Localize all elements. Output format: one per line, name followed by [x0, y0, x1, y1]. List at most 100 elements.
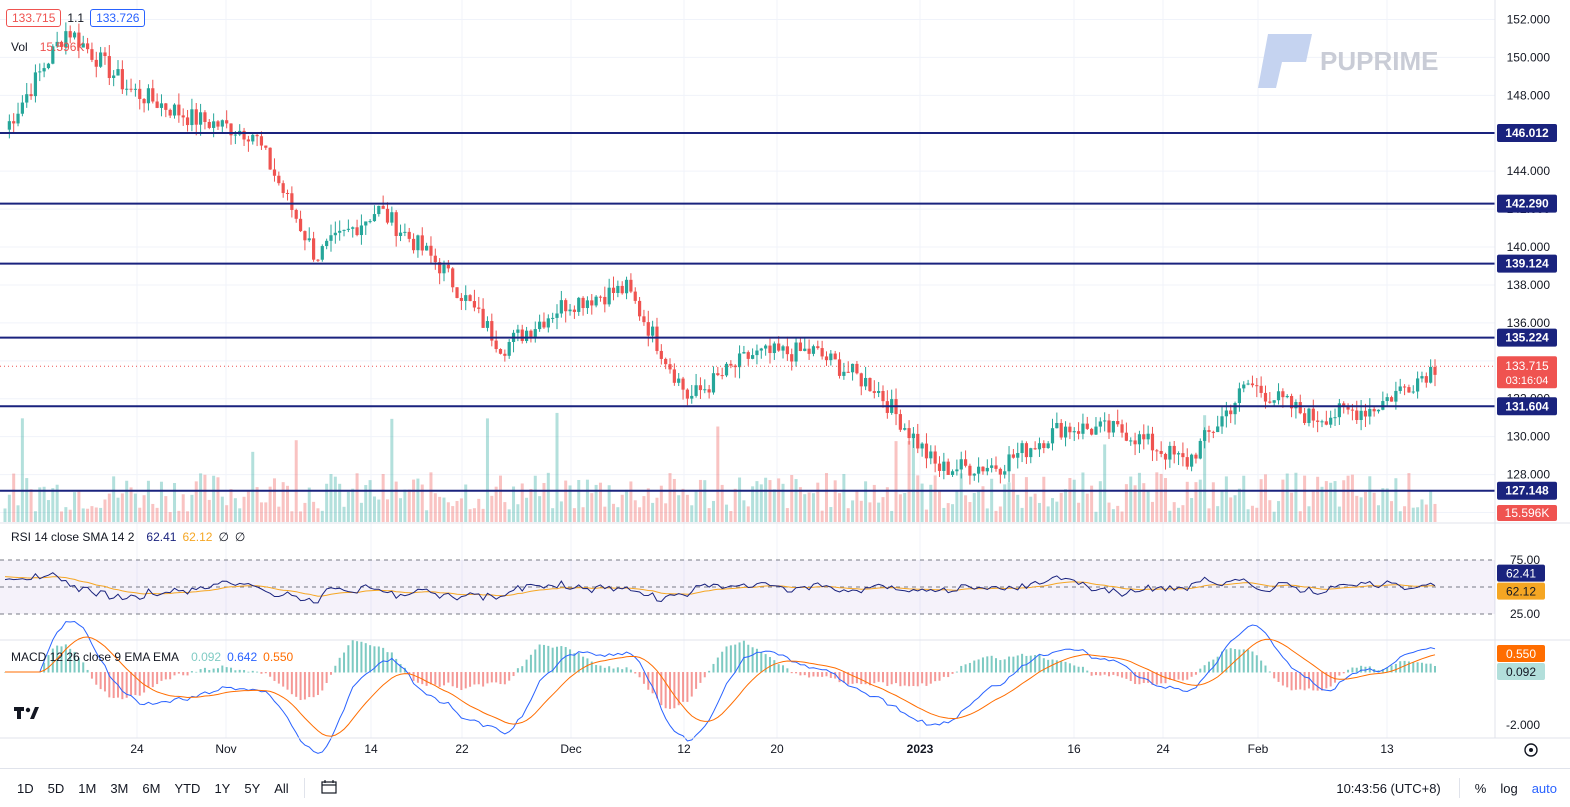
auto-toggle[interactable]: auto: [1531, 780, 1557, 796]
macd-hist-bar: [747, 644, 750, 673]
macd-hist-bar: [1190, 672, 1193, 677]
macd-hist-bar: [1029, 655, 1032, 673]
volume-bar: [1307, 506, 1311, 522]
volume-bar: [1424, 504, 1428, 522]
volume-bar: [981, 486, 985, 522]
candle-body: [577, 297, 581, 312]
chart-canvas[interactable]: PUPRIME152.000150.000148.000146.000144.0…: [0, 0, 1570, 768]
macd-hist-bar: [625, 667, 628, 673]
macd-hist-bar: [1142, 672, 1145, 683]
volume-bar: [677, 495, 681, 522]
range-button-1d[interactable]: 1D: [17, 780, 34, 796]
volume-bar: [1129, 476, 1133, 522]
candle-body: [1120, 424, 1124, 433]
macd-hist-bar: [729, 645, 732, 673]
candle-body: [664, 358, 668, 365]
ask-price[interactable]: 133.726: [90, 9, 146, 27]
price-axis[interactable]: 152.000150.000148.000146.000144.000142.0…: [1494, 0, 1557, 738]
time-tick-label: Feb: [1248, 742, 1269, 756]
volume-bar: [1051, 498, 1055, 522]
rsi-legend-empty-2: ∅: [234, 530, 246, 544]
macd-hist-bar: [1342, 672, 1345, 674]
candle-body: [1129, 440, 1133, 442]
volume-bar: [420, 484, 424, 522]
range-button-5d[interactable]: 5D: [47, 780, 65, 796]
candle-body: [1029, 448, 1033, 458]
clock-time[interactable]: 10:43:56 (UTC+8): [1336, 780, 1441, 796]
range-button-5y[interactable]: 5Y: [244, 780, 261, 796]
rsi-legend-title: RSI 14 close SMA 14 2: [11, 530, 135, 544]
candle-body: [1090, 428, 1094, 435]
macd-hist-bar: [1268, 671, 1271, 673]
volume-bar: [972, 492, 976, 522]
candle-body: [820, 348, 824, 357]
candle-body: [1137, 434, 1142, 445]
candle-body: [985, 467, 989, 472]
range-button-3m[interactable]: 3M: [110, 780, 129, 796]
range-button-all[interactable]: All: [274, 780, 289, 796]
macd-hist-bar: [1420, 662, 1423, 673]
macd-hist-bar: [1151, 672, 1154, 685]
macd-hist-bar: [925, 672, 928, 686]
range-button-1m[interactable]: 1M: [78, 780, 97, 796]
candle-body: [850, 363, 855, 373]
macd-hist-bar: [1407, 661, 1410, 673]
volume-bar: [698, 479, 702, 522]
bid-price[interactable]: 133.715: [6, 9, 62, 27]
candle-body: [42, 68, 46, 72]
candle-body: [711, 373, 716, 393]
candle-body: [190, 109, 194, 126]
rsi-legend[interactable]: RSI 14 close SMA 14 2 62.41 62.12 ∅ ∅: [11, 530, 245, 544]
candle-body: [377, 205, 381, 215]
candle-body: [955, 469, 959, 472]
volume-bar: [103, 499, 107, 522]
range-button-ytd[interactable]: YTD: [174, 780, 201, 796]
macd-hist-bar: [825, 672, 828, 677]
volume-bar: [1094, 511, 1098, 522]
candle-body: [51, 46, 55, 64]
candle-body: [1124, 432, 1128, 441]
settings-gear-icon[interactable]: [1524, 743, 1538, 757]
volume-bar: [933, 475, 937, 522]
macd-legend[interactable]: MACD 12 26 close 9 EMA EMA 0.092 0.642 0…: [11, 650, 293, 664]
macd-hist-bar: [655, 672, 658, 699]
candle-body: [385, 208, 390, 223]
volume-bar: [881, 497, 885, 522]
time-tick-label: 24: [1156, 742, 1170, 756]
candle-body: [1246, 383, 1250, 385]
volume-bar: [1433, 503, 1437, 522]
time-tick-label: 22: [455, 742, 469, 756]
date-range-icon[interactable]: [313, 775, 345, 802]
range-button-6m[interactable]: 6M: [142, 780, 161, 796]
candle-body: [1081, 423, 1085, 434]
macd-hist-bar: [169, 672, 172, 680]
macd-hist-bar: [1181, 672, 1184, 681]
volume-bar: [1124, 484, 1128, 522]
macd-hist-bar: [1242, 649, 1245, 673]
candle-body: [811, 346, 816, 354]
candle-body: [155, 101, 159, 108]
range-button-1y[interactable]: 1Y: [214, 780, 231, 796]
log-toggle[interactable]: log: [1500, 780, 1518, 796]
volume-bar: [364, 485, 368, 522]
volume-bar: [225, 505, 229, 522]
candle-body: [824, 356, 829, 361]
price-tick-label: 140.000: [1507, 240, 1551, 254]
macd-hist-bar: [951, 672, 954, 674]
time-axis[interactable]: 24 Nov 14 22 Dec 12 20 2023 16 24 Feb 13: [0, 737, 1570, 756]
candle-body: [355, 227, 359, 236]
percent-toggle[interactable]: %: [1474, 780, 1487, 796]
candle-body: [212, 121, 216, 128]
candle-body: [407, 231, 411, 239]
volume-bar: [1246, 509, 1250, 522]
macd-hist-bar: [1264, 665, 1267, 673]
volume-bar: [220, 496, 224, 522]
macd-hist-bar: [43, 662, 46, 673]
macd-hist-bar: [499, 672, 502, 685]
volume-bar: [755, 481, 759, 522]
tradingview-logo-icon[interactable]: [14, 707, 39, 719]
candle-body: [590, 300, 594, 306]
candle-body: [1016, 453, 1020, 458]
macd-hist-bar: [734, 644, 737, 673]
volume-bar: [372, 496, 376, 522]
